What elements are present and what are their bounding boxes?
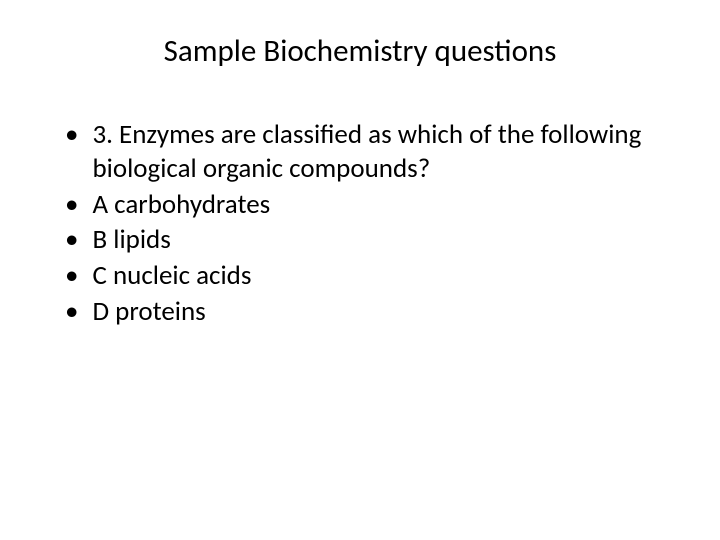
list-item: • C nucleic acids [65, 259, 675, 293]
slide-container: Sample Biochemistry questions • 3. Enzym… [0, 0, 720, 540]
item-text: B lipids [92, 223, 170, 257]
slide-title: Sample Biochemistry questions [45, 32, 675, 70]
list-item: • B lipids [65, 223, 675, 257]
slide-content: • 3. Enzymes are classified as which of … [45, 118, 675, 329]
item-text: 3. Enzymes are classified as which of th… [92, 118, 675, 186]
list-item: • 3. Enzymes are classified as which of … [65, 118, 675, 186]
bullet-marker: • [65, 295, 78, 329]
item-text: D proteins [92, 295, 205, 329]
bullet-marker: • [65, 118, 78, 152]
bullet-marker: • [65, 259, 78, 293]
item-text: A carbohydrates [92, 188, 270, 222]
item-text: C nucleic acids [92, 259, 251, 293]
bullet-marker: • [65, 223, 78, 257]
bullet-marker: • [65, 188, 78, 222]
list-item: • A carbohydrates [65, 188, 675, 222]
list-item: • D proteins [65, 295, 675, 329]
